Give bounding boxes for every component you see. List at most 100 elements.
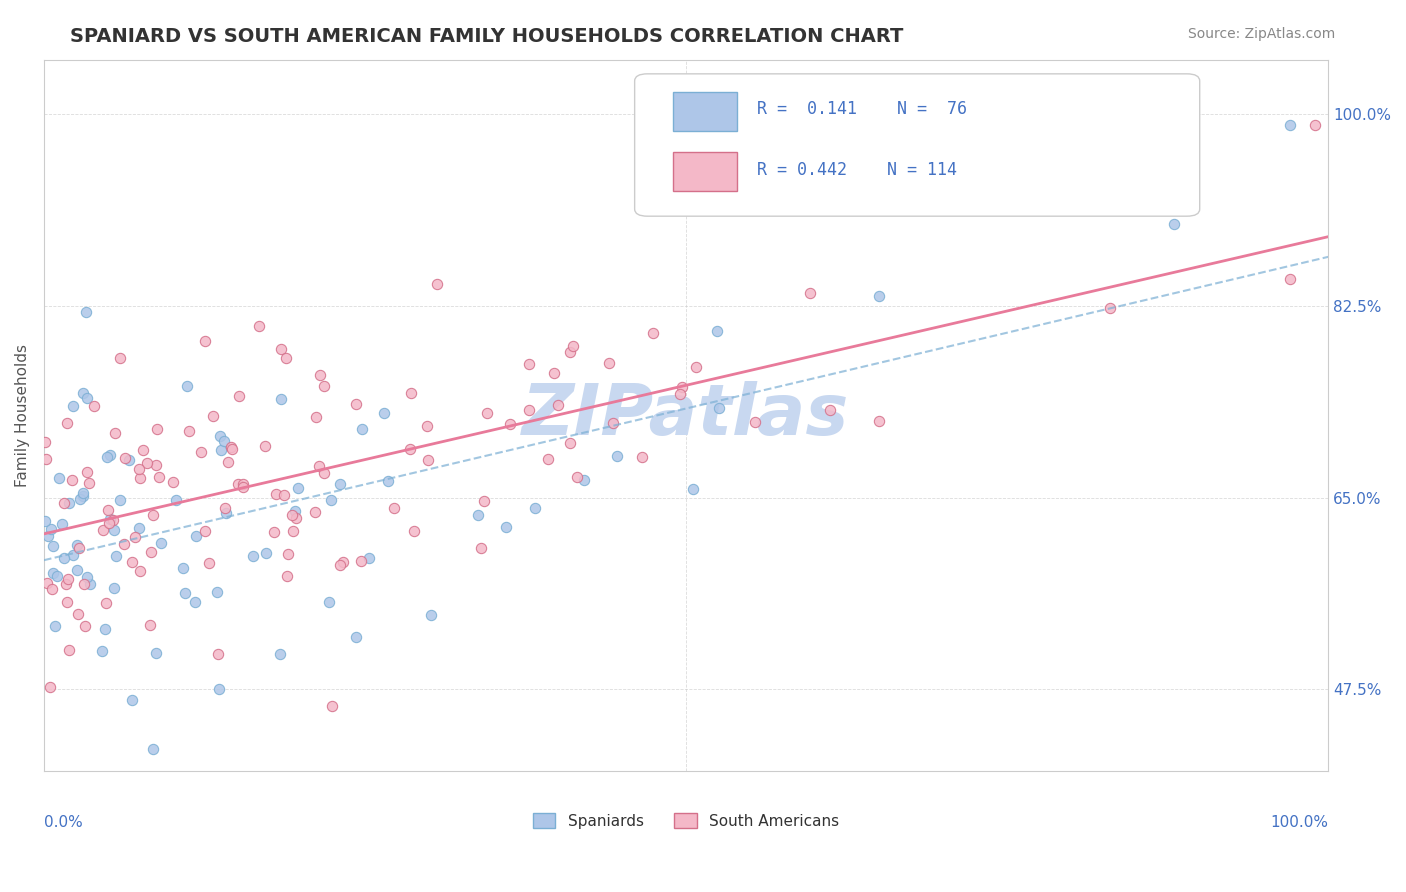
South Americans xyxy=(112,537,135,551)
South Americans xyxy=(104,426,127,441)
South Americans xyxy=(190,445,212,459)
South Americans xyxy=(101,512,124,526)
South Americans xyxy=(135,456,157,470)
Text: R = 0.442    N = 114: R = 0.442 N = 114 xyxy=(756,161,956,179)
Spaniards xyxy=(69,492,91,507)
South Americans xyxy=(547,398,569,412)
South Americans xyxy=(207,647,229,661)
Spaniards xyxy=(65,537,87,551)
Spaniards xyxy=(321,493,343,508)
Spaniards xyxy=(329,476,352,491)
Spaniards xyxy=(145,646,167,660)
Text: 0.0%: 0.0% xyxy=(44,815,83,830)
South Americans xyxy=(565,469,588,483)
South Americans xyxy=(38,680,60,694)
Spaniards xyxy=(48,471,70,485)
Spaniards xyxy=(51,516,73,531)
South Americans xyxy=(41,582,63,596)
South Americans xyxy=(37,576,59,591)
South Americans xyxy=(124,530,146,544)
Spaniards xyxy=(72,489,94,503)
South Americans xyxy=(309,368,332,383)
South Americans xyxy=(321,698,343,713)
South Americans xyxy=(685,359,707,374)
FancyBboxPatch shape xyxy=(634,74,1199,216)
Spaniards xyxy=(121,692,143,706)
South Americans xyxy=(121,555,143,569)
South Americans xyxy=(129,565,152,579)
Spaniards xyxy=(524,500,547,515)
South Americans xyxy=(558,436,581,450)
South Americans xyxy=(630,450,652,464)
Text: R =  0.141    N =  76: R = 0.141 N = 76 xyxy=(756,101,967,119)
South Americans xyxy=(273,488,295,502)
South Americans xyxy=(537,451,560,466)
South Americans xyxy=(53,496,76,510)
Spaniards xyxy=(1163,217,1185,231)
Spaniards xyxy=(707,401,730,415)
Spaniards xyxy=(118,452,141,467)
Spaniards xyxy=(94,622,117,636)
South Americans xyxy=(34,434,56,449)
South Americans xyxy=(263,524,285,539)
Spaniards xyxy=(58,496,80,510)
South Americans xyxy=(280,508,302,523)
Spaniards xyxy=(76,392,98,406)
South Americans xyxy=(128,471,150,485)
South Americans xyxy=(598,356,620,370)
Spaniards xyxy=(72,386,94,401)
Bar xyxy=(673,153,737,191)
South Americans xyxy=(114,450,136,465)
Spaniards xyxy=(706,324,728,338)
South Americans xyxy=(472,493,495,508)
South Americans xyxy=(382,501,405,516)
Spaniards xyxy=(100,511,122,525)
South Americans xyxy=(426,277,449,291)
South Americans xyxy=(304,505,326,519)
South Americans xyxy=(198,557,221,571)
South Americans xyxy=(416,418,439,433)
South Americans xyxy=(818,403,841,417)
Spaniards xyxy=(52,550,75,565)
Text: ZIPatlas: ZIPatlas xyxy=(522,381,849,450)
Spaniards xyxy=(72,485,94,500)
South Americans xyxy=(58,642,80,657)
South Americans xyxy=(55,577,77,591)
South Americans xyxy=(329,558,352,573)
South Americans xyxy=(73,577,96,591)
South Americans xyxy=(284,511,307,525)
Spaniards xyxy=(377,474,399,488)
South Americans xyxy=(264,487,287,501)
South Americans xyxy=(56,572,79,586)
Spaniards xyxy=(44,619,66,633)
Spaniards xyxy=(359,550,381,565)
South Americans xyxy=(475,406,498,420)
Spaniards xyxy=(205,585,228,599)
South Americans xyxy=(214,501,236,516)
Spaniards xyxy=(34,514,56,528)
South Americans xyxy=(55,416,77,430)
Spaniards xyxy=(420,608,443,623)
South Americans xyxy=(60,474,83,488)
South Americans xyxy=(561,339,583,353)
South Americans xyxy=(232,477,254,491)
South Americans xyxy=(249,319,271,334)
Spaniards xyxy=(39,522,62,536)
South Americans xyxy=(868,414,890,428)
Spaniards xyxy=(90,644,112,658)
South Americans xyxy=(146,422,169,436)
South Americans xyxy=(558,345,581,359)
South Americans xyxy=(232,480,254,494)
South Americans xyxy=(1098,301,1121,316)
South Americans xyxy=(277,547,299,561)
Spaniards xyxy=(103,523,125,537)
South Americans xyxy=(643,326,665,340)
Text: 100.0%: 100.0% xyxy=(1270,815,1329,830)
South Americans xyxy=(162,475,184,489)
South Americans xyxy=(194,334,217,349)
Bar xyxy=(673,92,737,131)
South Americans xyxy=(312,378,335,392)
South Americans xyxy=(226,477,249,491)
Spaniards xyxy=(62,548,84,562)
Spaniards xyxy=(98,448,121,462)
